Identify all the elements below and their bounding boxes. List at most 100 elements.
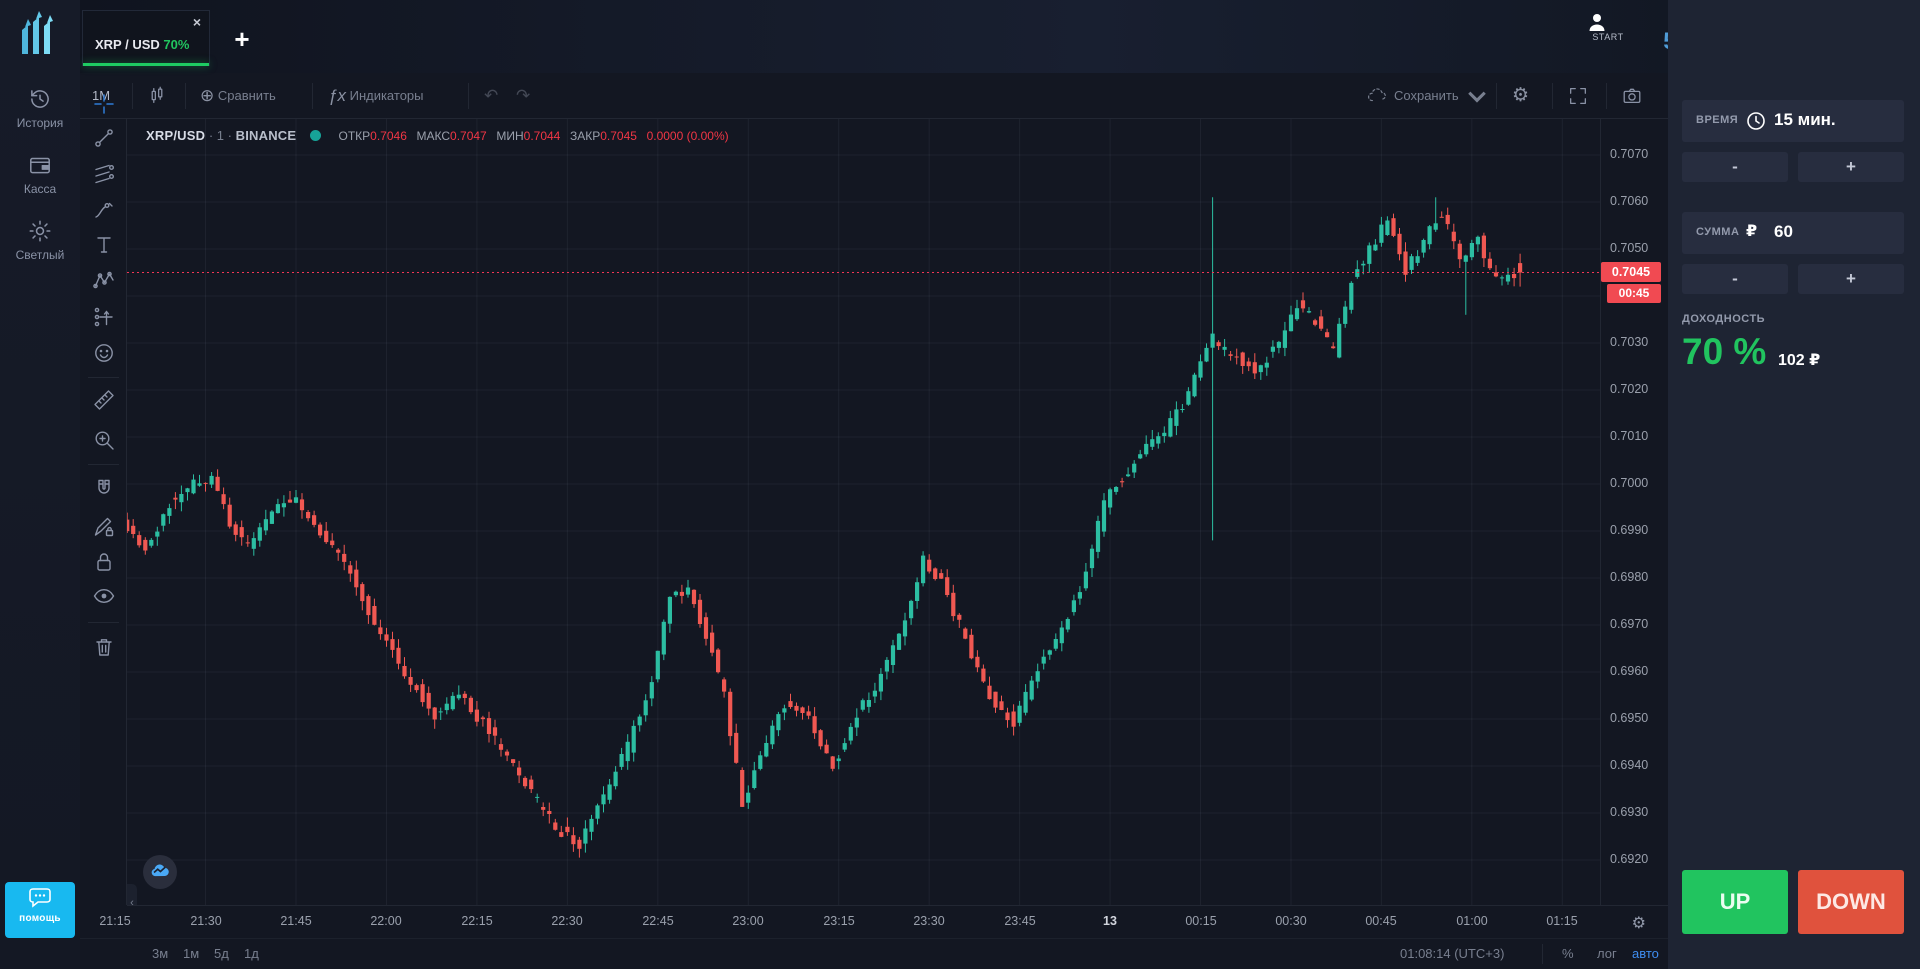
time-plus-button[interactable]: + (1798, 152, 1904, 182)
amount-field[interactable]: СУММА ₽ 60 (1682, 212, 1904, 254)
gear-icon: ⚙ (1512, 85, 1530, 106)
tab-active-underline (83, 63, 209, 66)
indicators-button[interactable]: ƒx Индикаторы (328, 85, 424, 105)
ruler-tool[interactable] (92, 388, 116, 412)
redo-button[interactable]: ↷ (516, 85, 531, 105)
user-icon (1589, 14, 1605, 31)
sidebar-item-cashier[interactable]: Касса (0, 152, 80, 196)
ruble-icon: ₽ (1746, 223, 1758, 240)
crosshair-tool[interactable] (92, 92, 116, 116)
sidebar-item-history[interactable]: История (0, 86, 80, 130)
current-price-tag: 0.7045 (1601, 262, 1661, 282)
sidebar: История Касса Светлый помощь (0, 0, 80, 969)
range-1d-button[interactable]: 1д (244, 946, 259, 961)
axis-settings-icon[interactable]: ⚙ (1631, 915, 1646, 932)
text-tool[interactable] (92, 233, 116, 257)
toolbar-divider (88, 464, 119, 465)
drawing-mode-tool[interactable] (92, 515, 116, 539)
chat-icon (29, 888, 51, 908)
price-tick-label: 0.7070 (1610, 147, 1649, 161)
price-tick-label: 0.7000 (1610, 476, 1649, 490)
legend-symbol: XRP/USD (146, 128, 206, 143)
time-tick-label: 23:30 (913, 914, 945, 928)
clock-icon (1747, 112, 1765, 130)
time-field-label: ВРЕМЯ (1696, 114, 1739, 126)
drawing-toolbar (80, 94, 127, 905)
snapshot-button[interactable] (1621, 73, 1643, 118)
down-button[interactable]: DOWN (1798, 870, 1904, 934)
camera-icon (1623, 88, 1641, 103)
price-tick-label: 0.6990 (1610, 523, 1649, 537)
lock-all-tool[interactable] (92, 550, 116, 574)
legend-open: 0.7046 (370, 129, 407, 143)
amount-field-value: 60 (1774, 222, 1793, 241)
legend-close: 0.7045 (600, 129, 637, 143)
chart-legend: XRP/USD · 1 · BINANCE ОТКР0.7046 МАКС0.7… (146, 128, 729, 143)
price-tick-label: 0.7010 (1610, 429, 1649, 443)
fib-tools-tool[interactable] (92, 163, 116, 187)
interval-button[interactable]: 1М (92, 88, 111, 103)
emoji-tool[interactable] (92, 341, 116, 365)
time-tick-label: 22:45 (642, 914, 674, 928)
chart-toolbar: 1М ⊕ Сравнить ƒx Индикаторы ↶ ↷ Сохранит… (80, 73, 1668, 119)
price-tick-label: 0.7050 (1610, 241, 1649, 255)
time-tick-label: 01:00 (1456, 914, 1488, 928)
time-tick-label: 23:45 (1004, 914, 1036, 928)
payout-amount: 102 ₽ (1778, 352, 1821, 369)
magnet-tool[interactable] (92, 477, 116, 501)
payout-badge: 70% (163, 37, 190, 52)
fx-icon: ƒx (328, 85, 346, 105)
chart-style-button[interactable] (146, 73, 168, 118)
time-tick-label: 22:15 (461, 914, 493, 928)
help-button[interactable]: помощь (5, 882, 75, 938)
undo-button[interactable]: ↶ (484, 85, 499, 105)
user-profile[interactable]: START (1585, 10, 1631, 42)
time-tick-label: 01:15 (1546, 914, 1578, 928)
toolbar-collapse-handle[interactable]: ‹ (127, 884, 137, 905)
bottom-toolbar: 3м 1м 5д 1д 01:08:14 (UTC+3) % лог авто (80, 938, 1668, 969)
time-tick-label: 13 (1103, 914, 1117, 928)
compare-button[interactable]: ⊕ Сравнить (200, 85, 276, 105)
chart-settings-button[interactable]: ⚙ (1512, 73, 1529, 118)
save-layout-button[interactable]: Сохранить (1366, 73, 1488, 118)
range-5d-button[interactable]: 5д (214, 946, 229, 961)
time-axis[interactable]: 21:15 21:30 21:45 22:00 22:15 22:30 22:45 23:00… (99, 905, 1668, 938)
app-logo[interactable] (14, 10, 62, 58)
time-field[interactable]: ВРЕМЯ 15 мин. (1682, 100, 1904, 142)
amount-plus-button[interactable]: + (1798, 264, 1904, 294)
remove-all-tool[interactable] (92, 635, 116, 659)
trend-line-tool[interactable] (92, 126, 116, 150)
add-tab-button[interactable]: + (234, 24, 250, 54)
time-minus-button[interactable]: - (1682, 152, 1788, 182)
asset-tab[interactable]: XRP / USD 70% × (82, 10, 210, 66)
brush-tool[interactable] (92, 199, 116, 223)
price-tick-label: 0.6920 (1610, 852, 1649, 866)
clock-display[interactable]: 01:08:14 (UTC+3) (1400, 946, 1505, 961)
hide-all-tool[interactable] (92, 584, 116, 608)
time-tick-label: 00:45 (1365, 914, 1397, 928)
sidebar-item-label: История (16, 116, 64, 130)
time-tick-label: 21:45 (280, 914, 312, 928)
chart-plot[interactable]: XRP/USD · 1 · BINANCE ОТКР0.7046 МАКС0.7… (127, 119, 1600, 905)
fullscreen-button[interactable] (1567, 73, 1589, 118)
up-button[interactable]: UP (1682, 870, 1788, 934)
zoom-in-tool[interactable] (92, 428, 116, 452)
time-tick-label: 21:30 (190, 914, 222, 928)
xabcd-pattern-tool[interactable] (92, 268, 116, 292)
time-tick-label: 23:15 (823, 914, 855, 928)
auto-scale-button[interactable]: авто (1632, 946, 1659, 961)
range-1m-button[interactable]: 1м (183, 946, 200, 961)
amount-minus-button[interactable]: - (1682, 264, 1788, 294)
chart-watermark-button[interactable] (143, 855, 177, 889)
price-axis[interactable]: 0.7070 0.7060 0.7050 0.7030 0.7020 0.7010 0.70… (1600, 119, 1668, 905)
forecast-tool[interactable] (92, 305, 116, 329)
candles-icon (151, 86, 163, 103)
tab-close-icon[interactable]: × (192, 14, 201, 30)
range-3m-button[interactable]: 3м (152, 946, 169, 961)
percent-scale-button[interactable]: % (1562, 946, 1574, 961)
legend-exchange: BINANCE (235, 128, 297, 143)
log-scale-button[interactable]: лог (1597, 946, 1617, 961)
sidebar-item-theme[interactable]: Светлый (0, 218, 80, 262)
compare-icon: ⊕ (200, 85, 215, 105)
